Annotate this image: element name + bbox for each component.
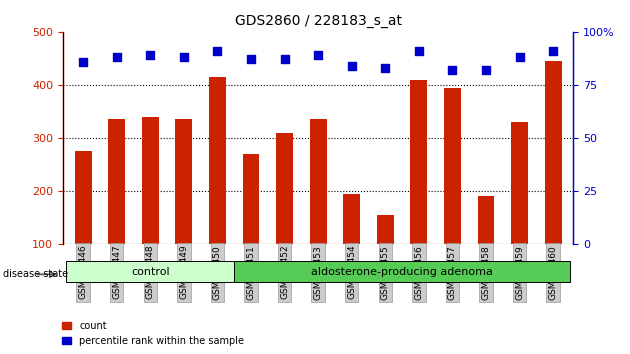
Point: [313, 52, 323, 58]
Bar: [142, 117, 159, 244]
Text: GSM211452: GSM211452: [280, 245, 289, 299]
Text: disease state: disease state: [3, 269, 68, 279]
Bar: [276, 133, 293, 244]
Text: GSM211455: GSM211455: [381, 245, 390, 299]
Bar: [377, 215, 394, 244]
Bar: [545, 61, 561, 244]
Text: GSM211456: GSM211456: [415, 245, 423, 299]
Bar: [411, 80, 427, 244]
Text: GSM211451: GSM211451: [246, 245, 256, 299]
Text: GSM211449: GSM211449: [180, 245, 188, 299]
Text: GSM211453: GSM211453: [314, 245, 323, 299]
Point: [246, 57, 256, 62]
Text: GSM211447: GSM211447: [112, 245, 121, 299]
Text: GSM211448: GSM211448: [146, 245, 155, 299]
Point: [280, 57, 290, 62]
Bar: [75, 152, 91, 244]
Bar: [343, 194, 360, 244]
Point: [481, 67, 491, 73]
Bar: [310, 120, 326, 244]
Text: GSM211459: GSM211459: [515, 245, 524, 299]
Point: [414, 48, 424, 54]
Text: control: control: [131, 267, 169, 277]
Text: GSM211457: GSM211457: [448, 245, 457, 299]
Title: GDS2860 / 228183_s_at: GDS2860 / 228183_s_at: [234, 14, 402, 28]
Point: [346, 63, 357, 69]
Point: [146, 52, 156, 58]
Text: GSM211460: GSM211460: [549, 245, 558, 299]
Text: GSM211454: GSM211454: [347, 245, 356, 299]
Point: [78, 59, 88, 64]
Bar: [511, 122, 528, 244]
Text: GSM211446: GSM211446: [79, 245, 88, 299]
Bar: [209, 77, 226, 244]
Bar: [444, 88, 461, 244]
Point: [381, 65, 391, 71]
Point: [212, 48, 222, 54]
Point: [112, 55, 122, 60]
Bar: [66, 261, 234, 282]
Text: GSM211450: GSM211450: [213, 245, 222, 299]
Text: aldosterone-producing adenoma: aldosterone-producing adenoma: [311, 267, 493, 277]
Point: [515, 55, 525, 60]
Bar: [176, 120, 192, 244]
Bar: [108, 120, 125, 244]
Point: [179, 55, 189, 60]
Point: [548, 48, 558, 54]
Bar: [243, 154, 260, 244]
Point: [447, 67, 457, 73]
Text: GSM211458: GSM211458: [481, 245, 491, 299]
Legend: count, percentile rank within the sample: count, percentile rank within the sample: [62, 321, 244, 346]
Bar: [234, 261, 570, 282]
Bar: [478, 196, 495, 244]
